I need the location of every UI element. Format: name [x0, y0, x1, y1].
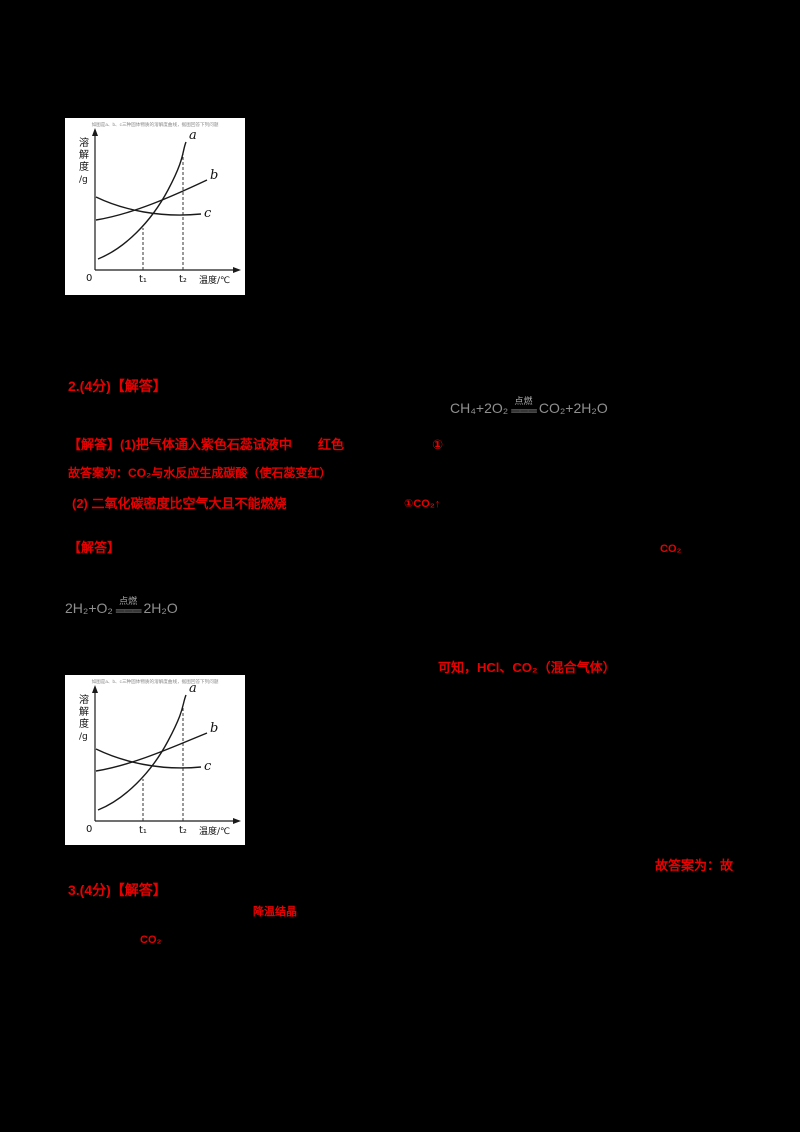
condition-text: 点燃 — [514, 396, 533, 406]
answer-line-q3: 3.(4分)【解答】 — [68, 882, 167, 898]
chemical-equation-1: CH₄+2O₂ 点燃 ═══ CO₂+2H₂O — [450, 396, 608, 418]
answer-blank-2: CO₂ — [140, 934, 162, 946]
curve-b — [95, 732, 208, 772]
origin-label: 0 — [86, 824, 92, 835]
curve-c — [95, 196, 202, 216]
x-axis-arrow-icon — [233, 818, 241, 824]
x-axis-label: 温度/℃ — [199, 274, 230, 286]
x-axis-label: 温度/℃ — [199, 825, 230, 837]
y-axis-arrow-icon — [92, 128, 98, 136]
solubility-chart-2: 如图是a、b、c三种固体物质的溶解度曲线，据图回答下列问题 溶 解 度 /g a… — [65, 675, 245, 845]
answer-line-mixture: 可知，HCl、CO₂（混合气体） — [438, 660, 616, 675]
solubility-chart-1: 如图是a、b、c三种固体物质的溶解度曲线，据图回答下列问题 溶 解 度 /g a… — [65, 118, 245, 295]
tick-t1: t₁ — [139, 825, 147, 836]
answer-line-3b: CO₂ — [660, 543, 682, 555]
y-axis-label: 溶 — [79, 693, 89, 706]
curve-c-label: c — [204, 759, 212, 774]
curve-a — [97, 694, 187, 811]
equation-lhs: CH₄+2O₂ — [450, 400, 509, 416]
chart-caption: 如图是a、b、c三种固体物质的溶解度曲线，据图回答下列问题 — [92, 121, 219, 128]
answer-line-conclusion-1: 故答案为：CO₂与水反应生成碳酸（使石蕊变红） — [68, 466, 332, 480]
answer-line-1a: 【解答】(1)把气体通入紫色石蕊试液中 — [68, 437, 292, 452]
chart-caption: 如图是a、b、c三种固体物质的溶解度曲线，据图回答下列问题 — [92, 678, 219, 685]
answer-blank-1: 降温结晶 — [253, 906, 297, 918]
y-axis-label: 解 — [79, 705, 89, 718]
y-axis-label: 溶 — [79, 136, 89, 149]
tick-t2: t₂ — [179, 274, 187, 285]
tick-t1: t₁ — [139, 274, 147, 285]
y-axis-label: 度 — [79, 160, 89, 173]
y-axis-label: /g — [79, 175, 88, 185]
curve-b-label: b — [210, 168, 218, 183]
curve-a — [97, 141, 187, 260]
y-axis-label: 度 — [79, 717, 89, 730]
curve-b-label: b — [210, 721, 218, 736]
solubility-chart-2-svg: 如图是a、b、c三种固体物质的溶解度曲线，据图回答下列问题 溶 解 度 /g a… — [79, 678, 241, 837]
curve-c-label: c — [204, 206, 212, 221]
solubility-chart-1-svg: 如图是a、b、c三种固体物质的溶解度曲线，据图回答下列问题 溶 解 度 /g a… — [79, 121, 241, 286]
reaction-condition: 点燃 ═══ — [511, 396, 537, 418]
equation-rhs: CO₂+2H₂O — [538, 400, 608, 416]
equals-bar: ═══ — [115, 603, 142, 618]
x-axis-arrow-icon — [233, 267, 241, 273]
reaction-condition: 点燃 ═══ — [115, 596, 142, 618]
curve-a-label: a — [189, 128, 197, 143]
curve-b — [95, 179, 208, 221]
answer-line-1c: ① — [432, 437, 444, 452]
equals-bar: ═══ — [511, 403, 537, 418]
y-axis-arrow-icon — [92, 685, 98, 693]
answer-line-2a: (2) 二氧化碳密度比空气大且不能燃烧 — [72, 496, 287, 511]
equation-rhs: 2H₂O — [143, 600, 178, 616]
chemical-equation-2: 2H₂+O₂ 点燃 ═══ 2H₂O — [65, 596, 178, 618]
answer-line-q2: 2.(4分)【解答】 — [68, 378, 167, 394]
origin-label: 0 — [86, 273, 92, 284]
curve-c — [95, 748, 202, 769]
equation-lhs: 2H₂+O₂ — [65, 600, 113, 616]
y-axis-label: /g — [79, 732, 88, 742]
curve-a-label: a — [189, 681, 197, 696]
answer-line-conclusion-2: 故答案为：故 — [655, 858, 734, 873]
answer-line-1b: 红色 — [318, 437, 345, 452]
y-axis-label: 解 — [79, 148, 89, 161]
condition-text: 点燃 — [119, 596, 138, 606]
tick-t2: t₂ — [179, 825, 187, 836]
answer-line-2b: ①CO₂↑ — [404, 498, 441, 510]
answer-line-3a: 【解答】 — [68, 540, 121, 555]
